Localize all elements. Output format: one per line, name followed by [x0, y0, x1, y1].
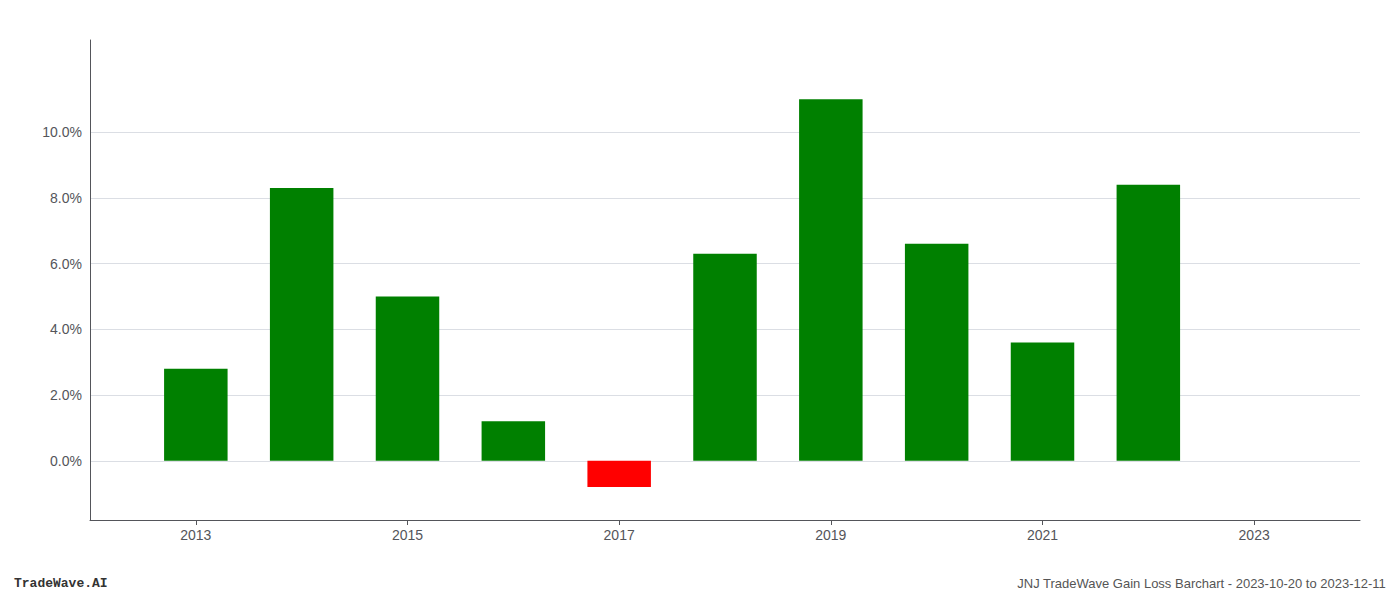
svg-text:2021: 2021 — [1027, 527, 1058, 543]
svg-text:TradeWave.AI: TradeWave.AI — [14, 576, 108, 591]
svg-text:2013: 2013 — [180, 527, 211, 543]
svg-text:6.0%: 6.0% — [50, 256, 82, 272]
svg-text:2023: 2023 — [1239, 527, 1270, 543]
svg-text:0.0%: 0.0% — [50, 453, 82, 469]
svg-text:2.0%: 2.0% — [50, 387, 82, 403]
svg-text:10.0%: 10.0% — [42, 124, 82, 140]
svg-text:8.0%: 8.0% — [50, 190, 82, 206]
svg-text:2015: 2015 — [392, 527, 423, 543]
svg-text:2019: 2019 — [815, 527, 846, 543]
svg-text:JNJ TradeWave Gain Loss Barcha: JNJ TradeWave Gain Loss Barchart - 2023-… — [1017, 576, 1386, 591]
svg-text:4.0%: 4.0% — [50, 321, 82, 337]
svg-text:2017: 2017 — [604, 527, 635, 543]
